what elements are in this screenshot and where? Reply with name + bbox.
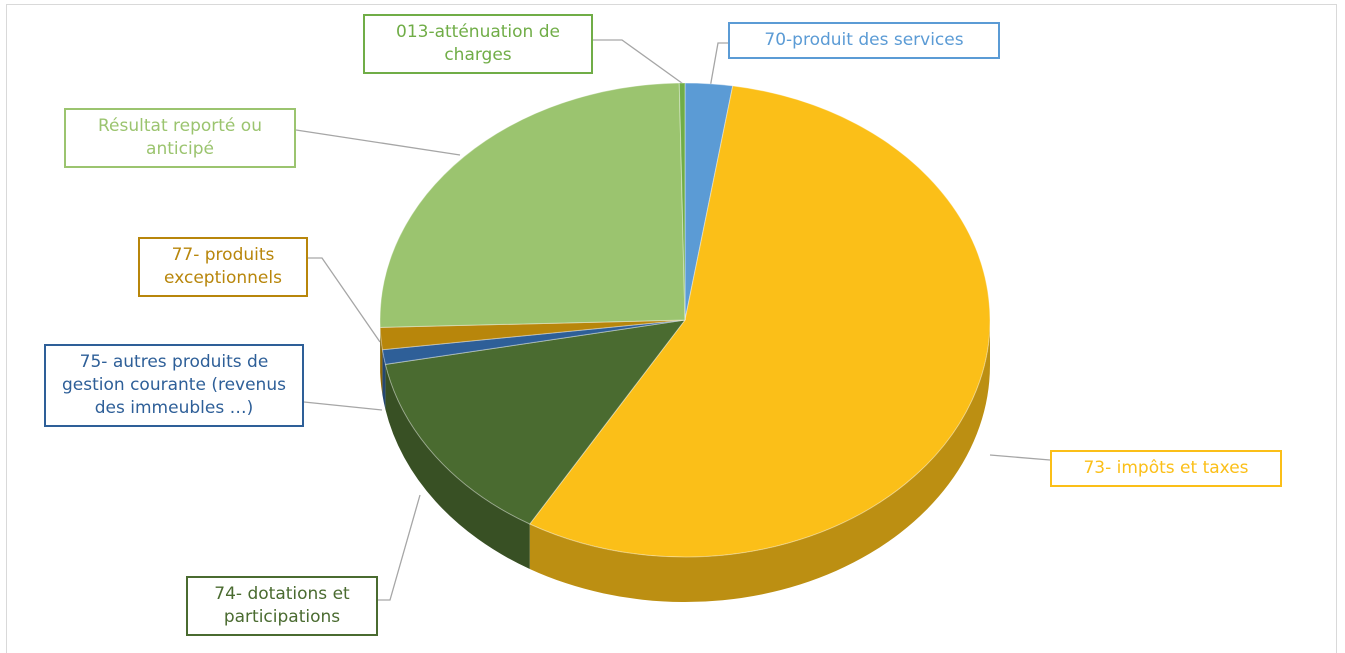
slice-side: [380, 327, 383, 395]
slice-label: 70-produit des services: [728, 22, 1000, 59]
slice-label: Résultat reporté ou anticipé: [64, 108, 296, 168]
slice: [384, 319, 687, 525]
leader-line: [378, 494, 421, 601]
slice: [678, 82, 686, 321]
slice-side: [385, 364, 530, 569]
slice-label: 77- produits exceptionnels: [138, 237, 308, 297]
leader-line: [709, 42, 728, 89]
slice: [684, 82, 734, 321]
slice-label: 74- dotations et participations: [186, 576, 378, 636]
slice-label: 73- impôts et taxes: [1050, 450, 1282, 487]
leader-line: [593, 39, 687, 87]
slice: [379, 319, 686, 351]
slice-label: 75- autres produits de gestion courante …: [44, 344, 304, 427]
slice: [381, 319, 686, 365]
leader-line: [989, 454, 1051, 461]
leader-line: [308, 257, 381, 343]
slice: [528, 85, 991, 558]
slice: [379, 82, 686, 328]
leader-line: [295, 129, 461, 156]
leader-line: [303, 401, 383, 411]
slice-label: 013-atténuation de charges: [363, 14, 593, 74]
chart-frame: [6, 4, 1337, 653]
slice-side: [529, 320, 990, 602]
slice-side: [382, 349, 386, 410]
